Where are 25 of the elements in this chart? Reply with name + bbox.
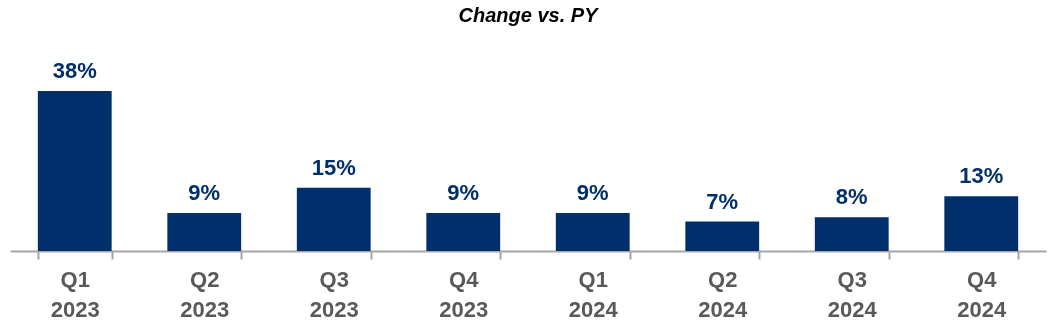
x-tick-label: Q4 2024 <box>957 266 1007 322</box>
x-tick-label: Q4 2023 <box>439 266 489 322</box>
x-tick-label: Q3 2023 <box>309 266 359 322</box>
bar <box>944 196 1019 251</box>
x-tick-label: Q3 2024 <box>827 266 878 322</box>
bar <box>37 91 112 251</box>
x-tick-label: Q2 2024 <box>698 266 748 322</box>
data-label: 9% <box>576 180 609 206</box>
x-tick-label: Q2 2023 <box>180 266 230 322</box>
x-tick-label: Q1 2023 <box>50 266 100 322</box>
data-label: 8% <box>835 184 868 210</box>
data-label: 9% <box>188 180 221 206</box>
data-label: 15% <box>311 154 356 180</box>
data-label: 9% <box>447 180 480 206</box>
x-tick-label: Q1 2024 <box>568 266 619 322</box>
bar <box>814 217 889 251</box>
chart-title: Change vs. PY <box>458 4 600 26</box>
data-label: 38% <box>52 58 97 83</box>
bar <box>296 187 371 251</box>
bar <box>167 213 242 251</box>
bar <box>426 213 501 251</box>
bar <box>555 213 630 251</box>
data-label: 7% <box>706 188 739 214</box>
data-label: 13% <box>959 163 1004 189</box>
bar <box>685 221 760 251</box>
